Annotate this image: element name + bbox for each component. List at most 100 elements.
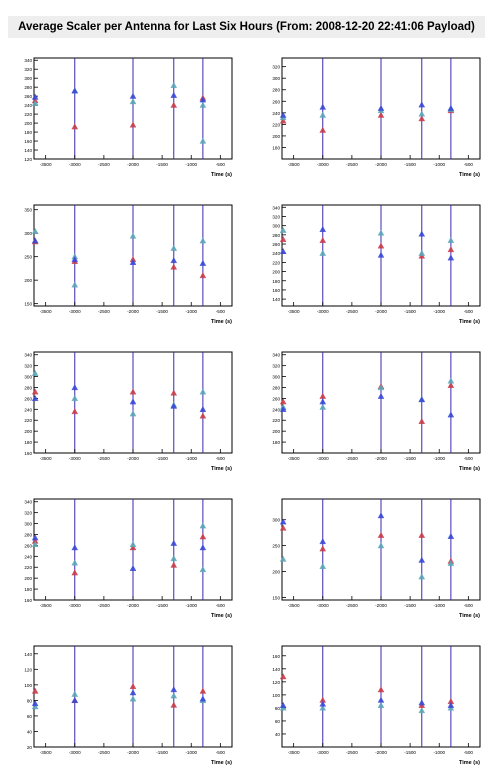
x-tick-label: -2000 xyxy=(127,603,139,608)
x-tick-label: -1500 xyxy=(404,603,416,608)
x-tick-label: -500 xyxy=(464,309,474,314)
data-point-red xyxy=(129,682,137,689)
data-point-blue xyxy=(170,91,178,98)
x-tick-label: -500 xyxy=(216,456,226,461)
y-tick-label: 160 xyxy=(24,598,32,603)
chart-4: 140 160 180 200 220 240 260 280 300 320 340 -3500 -3… xyxy=(272,204,481,325)
data-point-blue xyxy=(447,701,455,708)
chart-2: 180 200 220 240 260 280 300 320 -3500 -3000 -2500 -… xyxy=(272,57,481,178)
data-point-blue xyxy=(279,247,287,254)
x-tick-label: -2500 xyxy=(346,309,358,314)
y-tick-label: 260 xyxy=(272,99,280,104)
y-tick-label: 260 xyxy=(24,396,32,401)
x-tick-label: -500 xyxy=(464,750,474,755)
data-point-red xyxy=(170,101,178,108)
x-tick-label: -3500 xyxy=(40,750,52,755)
data-point-blue xyxy=(199,259,207,266)
data-point-blue xyxy=(418,396,426,403)
data-point-cyan xyxy=(377,229,385,236)
y-tick-label: 100 xyxy=(272,693,280,698)
data-point-red xyxy=(199,687,207,694)
x-tick-label: -3500 xyxy=(40,456,52,461)
title-bar: Average Scaler per Antenna for Last Six … xyxy=(8,16,485,38)
data-point-cyan xyxy=(447,559,455,566)
x-tick-label: -3000 xyxy=(69,603,81,608)
data-point-cyan xyxy=(418,707,426,714)
x-tick-label: -3000 xyxy=(69,162,81,167)
data-point-red xyxy=(129,544,137,551)
y-tick-label: 320 xyxy=(272,65,280,70)
x-tick-label: -2500 xyxy=(346,456,358,461)
y-tick-label: 300 xyxy=(272,76,280,81)
data-point-blue xyxy=(31,700,39,707)
data-point-blue xyxy=(418,556,426,563)
y-tick-label: 140 xyxy=(272,667,280,672)
data-point-blue xyxy=(31,534,39,541)
y-tick-label: 100 xyxy=(24,683,32,688)
data-point-cyan xyxy=(129,410,137,417)
data-point-blue xyxy=(377,392,385,399)
data-point-blue xyxy=(170,402,178,409)
y-tick-label: 260 xyxy=(24,543,32,548)
chart-9: 20 40 60 80 100 120 140 -3500 -3000 -2500 -2000 -15… xyxy=(24,645,233,766)
x-axis-label: Time (s) xyxy=(211,172,232,178)
data-point-blue xyxy=(418,101,426,108)
x-tick-label: -3000 xyxy=(317,162,329,167)
page-title: Average Scaler per Antenna for Last Six … xyxy=(18,21,475,33)
y-tick-label: 20 xyxy=(27,745,33,750)
x-axis-label: Time (s) xyxy=(211,319,232,325)
x-tick-label: -3500 xyxy=(288,750,300,755)
y-tick-label: 160 xyxy=(272,654,280,659)
data-point-cyan xyxy=(129,695,137,702)
x-tick-label: -1000 xyxy=(433,603,445,608)
y-tick-label: 220 xyxy=(272,260,280,265)
x-tick-label: -2500 xyxy=(98,456,110,461)
x-tick-label: -3500 xyxy=(288,456,300,461)
y-tick-label: 120 xyxy=(24,667,32,672)
data-point-blue xyxy=(319,103,327,110)
data-point-blue xyxy=(71,544,79,551)
y-tick-label: 240 xyxy=(24,407,32,412)
data-point-red xyxy=(31,687,39,694)
y-tick-label: 200 xyxy=(24,576,32,581)
data-point-red xyxy=(279,673,287,680)
y-tick-label: 160 xyxy=(272,288,280,293)
data-point-red xyxy=(418,531,426,538)
x-tick-label: -1500 xyxy=(404,456,416,461)
x-tick-label: -1500 xyxy=(156,309,168,314)
x-tick-label: -500 xyxy=(464,603,474,608)
y-tick-label: 300 xyxy=(24,231,32,236)
x-tick-label: -3000 xyxy=(317,309,329,314)
y-tick-label: 320 xyxy=(272,364,280,369)
data-point-red xyxy=(279,524,287,531)
x-tick-label: -1500 xyxy=(156,456,168,461)
y-tick-label: 240 xyxy=(24,554,32,559)
data-point-cyan xyxy=(319,704,327,711)
data-point-blue xyxy=(279,701,287,708)
y-tick-label: 320 xyxy=(24,67,32,72)
data-point-cyan xyxy=(129,98,137,105)
data-point-blue xyxy=(447,532,455,539)
data-point-red xyxy=(199,533,207,540)
chart-3: 150 200 250 300 350 -3500 -3000 -2500 -2000 -1500… xyxy=(24,204,233,325)
x-tick-label: -2500 xyxy=(346,603,358,608)
x-tick-label: -1000 xyxy=(185,603,197,608)
y-tick-label: 240 xyxy=(24,103,32,108)
x-tick-label: -500 xyxy=(216,162,226,167)
data-point-red xyxy=(418,115,426,122)
data-point-blue xyxy=(199,96,207,103)
data-point-red xyxy=(377,242,385,249)
y-tick-label: 220 xyxy=(272,418,280,423)
x-tick-label: -3500 xyxy=(288,603,300,608)
y-tick-label: 260 xyxy=(272,396,280,401)
x-tick-label: -3500 xyxy=(40,309,52,314)
y-tick-label: 280 xyxy=(24,385,32,390)
data-point-cyan xyxy=(199,137,207,144)
x-tick-label: -3500 xyxy=(40,603,52,608)
y-tick-label: 220 xyxy=(24,112,32,117)
x-tick-label: -1500 xyxy=(404,309,416,314)
x-tick-label: -2000 xyxy=(127,309,139,314)
data-point-blue xyxy=(418,230,426,237)
data-point-cyan xyxy=(129,232,137,239)
